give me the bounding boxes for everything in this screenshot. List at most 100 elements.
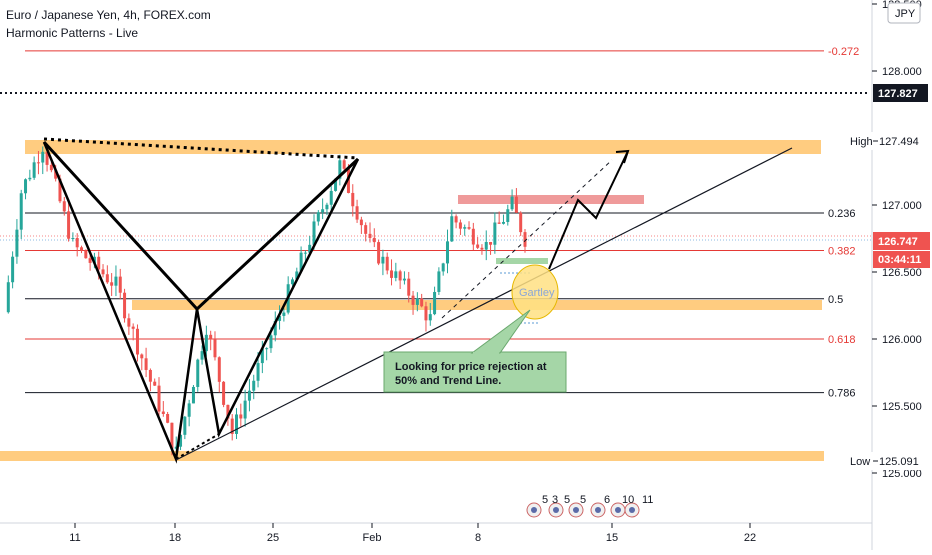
- candle-body[interactable]: [84, 250, 88, 259]
- candle-body[interactable]: [437, 271, 441, 292]
- candle-body[interactable]: [19, 193, 23, 230]
- candle-body[interactable]: [407, 278, 411, 296]
- candle-body[interactable]: [153, 381, 157, 386]
- candle-body[interactable]: [97, 256, 101, 270]
- candle-body[interactable]: [256, 363, 260, 381]
- candle-body[interactable]: [36, 162, 40, 164]
- candle-body[interactable]: [506, 209, 510, 222]
- candle-body[interactable]: [179, 434, 183, 447]
- candle-body[interactable]: [45, 151, 49, 165]
- candle-body[interactable]: [157, 385, 161, 412]
- candle-body[interactable]: [217, 357, 221, 382]
- candle-body[interactable]: [398, 271, 402, 281]
- candle-body[interactable]: [476, 244, 480, 248]
- candle-body[interactable]: [127, 318, 131, 327]
- candle-body[interactable]: [415, 298, 419, 305]
- candle-body[interactable]: [303, 252, 307, 254]
- candle-body[interactable]: [497, 222, 501, 224]
- candle-body[interactable]: [32, 162, 36, 178]
- event-markers[interactable]: 5 3 5 5 6 10 11: [526, 494, 653, 518]
- candle-body[interactable]: [105, 274, 109, 283]
- candle-body[interactable]: [191, 386, 195, 404]
- candle-body[interactable]: [342, 160, 346, 169]
- candle-body[interactable]: [148, 369, 152, 382]
- candle-body[interactable]: [441, 263, 445, 272]
- candle-body[interactable]: [359, 219, 363, 226]
- candle-body[interactable]: [101, 269, 105, 275]
- candle-body[interactable]: [433, 291, 437, 315]
- candle-body[interactable]: [204, 334, 208, 352]
- candle-body[interactable]: [351, 192, 355, 207]
- candle-body[interactable]: [187, 403, 191, 417]
- candle-body[interactable]: [445, 241, 449, 264]
- candle-body[interactable]: [394, 271, 398, 278]
- candle-body[interactable]: [501, 221, 505, 224]
- candle-body[interactable]: [411, 295, 415, 305]
- candle-body[interactable]: [463, 227, 467, 229]
- candle-body[interactable]: [62, 201, 66, 212]
- candle-body[interactable]: [118, 276, 122, 293]
- candle-body[interactable]: [140, 354, 144, 359]
- candle-body[interactable]: [226, 404, 230, 419]
- candle-body[interactable]: [381, 256, 385, 264]
- candle-body[interactable]: [471, 228, 475, 245]
- candle-body[interactable]: [67, 211, 71, 239]
- candle-body[interactable]: [71, 237, 75, 239]
- candle-body[interactable]: [364, 225, 368, 234]
- candle-body[interactable]: [114, 276, 118, 286]
- candle-body[interactable]: [454, 216, 458, 223]
- candle-body[interactable]: [222, 381, 226, 405]
- candle-body[interactable]: [273, 320, 277, 336]
- candle-body[interactable]: [144, 358, 148, 370]
- candle-body[interactable]: [308, 244, 312, 253]
- candle-body[interactable]: [200, 351, 204, 360]
- candle-body[interactable]: [493, 222, 497, 245]
- candle-body[interactable]: [209, 334, 213, 339]
- candle-body[interactable]: [316, 212, 320, 222]
- candle-body[interactable]: [338, 160, 342, 179]
- candle-body[interactable]: [80, 247, 84, 251]
- candle-body[interactable]: [519, 212, 523, 233]
- candle-body[interactable]: [41, 151, 45, 163]
- candle-body[interactable]: [390, 270, 394, 278]
- candle-body[interactable]: [88, 258, 92, 263]
- candle-body[interactable]: [325, 204, 329, 210]
- candle-body[interactable]: [346, 168, 350, 193]
- candle-body[interactable]: [510, 196, 514, 210]
- candle-body[interactable]: [402, 278, 406, 281]
- candle-body[interactable]: [489, 242, 493, 245]
- candle-body[interactable]: [480, 247, 484, 250]
- candle-body[interactable]: [420, 298, 424, 307]
- candle-body[interactable]: [239, 414, 243, 419]
- time-axis[interactable]: 11 18 25 Feb 8 15 22: [69, 523, 756, 544]
- candle-body[interactable]: [183, 416, 187, 435]
- indicator-label[interactable]: Harmonic Patterns - Live: [6, 26, 139, 40]
- candle-body[interactable]: [28, 177, 32, 180]
- candle-body[interactable]: [54, 170, 58, 179]
- candle-body[interactable]: [135, 328, 139, 355]
- candle-body[interactable]: [252, 380, 256, 391]
- candle-body[interactable]: [213, 338, 217, 358]
- candle-body[interactable]: [243, 400, 247, 419]
- candle-body[interactable]: [295, 271, 299, 280]
- candle-body[interactable]: [196, 359, 200, 387]
- candle-body[interactable]: [247, 390, 251, 401]
- candle-body[interactable]: [372, 237, 376, 243]
- candle-body[interactable]: [269, 335, 273, 349]
- candle-body[interactable]: [329, 190, 333, 205]
- candle-body[interactable]: [161, 411, 165, 414]
- candle-body[interactable]: [15, 229, 19, 257]
- candle-body[interactable]: [377, 242, 381, 264]
- candle-body[interactable]: [11, 256, 15, 283]
- candle-body[interactable]: [467, 227, 471, 229]
- candle-body[interactable]: [424, 306, 428, 321]
- candle-body[interactable]: [75, 237, 79, 248]
- candle-body[interactable]: [428, 314, 432, 321]
- candle-body[interactable]: [321, 209, 325, 213]
- candle-body[interactable]: [523, 232, 527, 247]
- candle-body[interactable]: [49, 164, 53, 171]
- candle-body[interactable]: [230, 418, 234, 434]
- candle-body[interactable]: [265, 348, 269, 350]
